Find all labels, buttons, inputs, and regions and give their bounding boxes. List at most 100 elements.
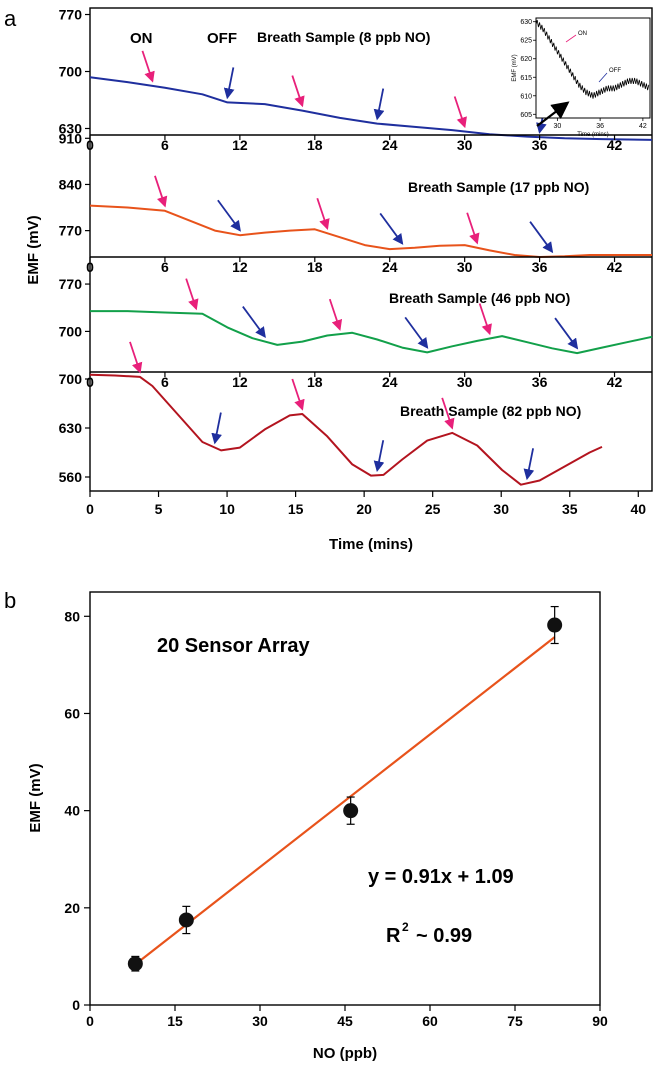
top-axis-tick-label: 18: [307, 259, 323, 275]
x-tick-label: 15: [167, 1013, 183, 1029]
panel-a-x-axis: 0 5 10 15 20 25 30 35 40: [86, 491, 646, 517]
series-title: Breath Sample (82 ppb NO): [400, 403, 581, 419]
r-squared-label: R: [386, 925, 401, 947]
off-arrow: [223, 67, 235, 100]
y-tick-label: 630: [59, 420, 83, 436]
x-tick-label: 35: [562, 501, 578, 517]
series-title: Breath Sample (17 ppb NO): [408, 179, 589, 195]
off-arrow: [242, 306, 266, 339]
y-tick-label: 0: [72, 997, 80, 1013]
series-line: [90, 310, 653, 355]
panel-a-frame: [89, 7, 653, 492]
off-arrow: [217, 199, 241, 232]
panel-b-marks: [127, 605, 563, 972]
inset-off-label: OFF: [609, 68, 621, 74]
y-tick-label: 80: [64, 608, 80, 624]
inset-y-tick-label: 605: [520, 112, 532, 119]
inset-y-tick-label: 625: [520, 38, 532, 45]
top-axis-tick-label: 42: [607, 137, 623, 153]
top-axis-tick-label: 24: [382, 259, 398, 275]
off-arrow: [211, 412, 222, 445]
y-tick-label: 910: [59, 130, 83, 146]
y-tick-label: 40: [64, 803, 80, 819]
x-tick-label: 15: [288, 501, 304, 517]
subplot-3: 770 700 0 6 12 18 24 30 36 42 Breath Sample (46 pp…: [59, 256, 653, 355]
top-axis-tick-label: 0: [86, 259, 94, 275]
inset-on-arrow: [565, 34, 577, 43]
x-tick-label: 40: [631, 501, 647, 517]
on-arrow: [478, 303, 492, 336]
top-axis-tick-label: 18: [307, 137, 323, 153]
subplot-1: 770 700 630 Breath Sample (8 ppb NO) 630 625 6…: [59, 7, 653, 141]
panel-b-chart: 0 15 30 45 60 75 90 0 20 40 60 80 20 Sensor Array y…: [27, 591, 608, 1062]
off-arrow: [379, 212, 404, 245]
on-arrow: [291, 378, 305, 411]
y-tick-label: 770: [59, 223, 83, 239]
on-arrow: [154, 175, 168, 208]
top-axis-tick-label: 36: [532, 374, 548, 390]
on-arrow: [328, 298, 343, 331]
top-axis-tick-label: 30: [457, 374, 473, 390]
inset-on-label: ON: [578, 31, 587, 37]
y-tick-label: 630: [59, 120, 83, 136]
on-arrow: [291, 75, 305, 108]
y-tick-label: 700: [59, 64, 83, 80]
top-axis-tick-label: 12: [232, 259, 248, 275]
y-tick-label: 700: [59, 371, 83, 387]
panel-a-y-axis-label: EMF (mV): [25, 215, 42, 284]
off-arrow: [554, 317, 579, 350]
top-axis-tick-label: 0: [86, 137, 94, 153]
on-arrow: [466, 212, 480, 245]
y-tick-label: 560: [59, 469, 83, 485]
panel-b-title: 20 Sensor Array: [157, 635, 311, 657]
series-line: [89, 204, 652, 258]
inset-x-tick-label: 42: [639, 123, 647, 130]
panel-letter-b: b: [4, 588, 16, 613]
x-tick-label: 0: [86, 1013, 94, 1029]
on-arrow: [441, 397, 455, 430]
top-axis-tick-label: 6: [161, 137, 169, 153]
y-tick-label: 60: [64, 705, 80, 721]
series-title: Breath Sample (46 ppb NO): [389, 290, 570, 306]
y-tick-label: 770: [59, 7, 83, 23]
top-axis-tick-label: 12: [232, 374, 248, 390]
x-tick-label: 45: [337, 1013, 353, 1029]
data-point: [178, 912, 194, 928]
on-arrow: [141, 50, 155, 83]
x-tick-label: 30: [493, 501, 509, 517]
panel-b-y-axis-label: EMF (mV): [27, 763, 44, 832]
top-axis-tick-label: 24: [382, 374, 398, 390]
inset-y-tick-label: 610: [520, 93, 532, 100]
x-tick-label: 5: [155, 501, 163, 517]
panel-b-axes: 0 15 30 45 60 75 90 0 20 40 60 80: [64, 608, 608, 1029]
top-axis-tick-label: 36: [532, 137, 548, 153]
top-axis-tick-label: 6: [161, 259, 169, 275]
panel-a-x-axis-label: Time (mins): [329, 536, 413, 553]
top-axis-tick-label: 0: [86, 374, 94, 390]
inset-off-arrow: [598, 72, 608, 83]
x-tick-label: 75: [507, 1013, 523, 1029]
inset-y-axis-label: EMF (mV): [512, 54, 518, 81]
series-line: [89, 373, 603, 486]
subplot-4: 700 630 560 0 6 12 18 24 30 36 42 Breath Sample (82…: [59, 341, 652, 486]
off-arrow: [373, 88, 385, 121]
off-arrow: [523, 448, 535, 481]
top-axis-tick-label: 36: [532, 259, 548, 275]
fit-equation: y = 0.91x + 1.09: [368, 866, 514, 888]
inset-frame: [535, 17, 651, 119]
x-tick-label: 30: [252, 1013, 268, 1029]
series-line: [89, 76, 653, 141]
on-label: ON: [130, 30, 153, 47]
top-axis-tick-label: 30: [457, 137, 473, 153]
top-axis-tick-label: 6: [161, 374, 169, 390]
inset-y-tick-label: 620: [520, 56, 532, 63]
r-squared-annotation: R 2 ~ 0.99: [386, 920, 472, 947]
top-axis-tick-label: 30: [457, 259, 473, 275]
data-point: [547, 617, 563, 633]
inset-y-tick-label: 630: [520, 19, 532, 26]
top-axis-tick-label: 18: [307, 374, 323, 390]
off-arrow: [404, 316, 429, 349]
